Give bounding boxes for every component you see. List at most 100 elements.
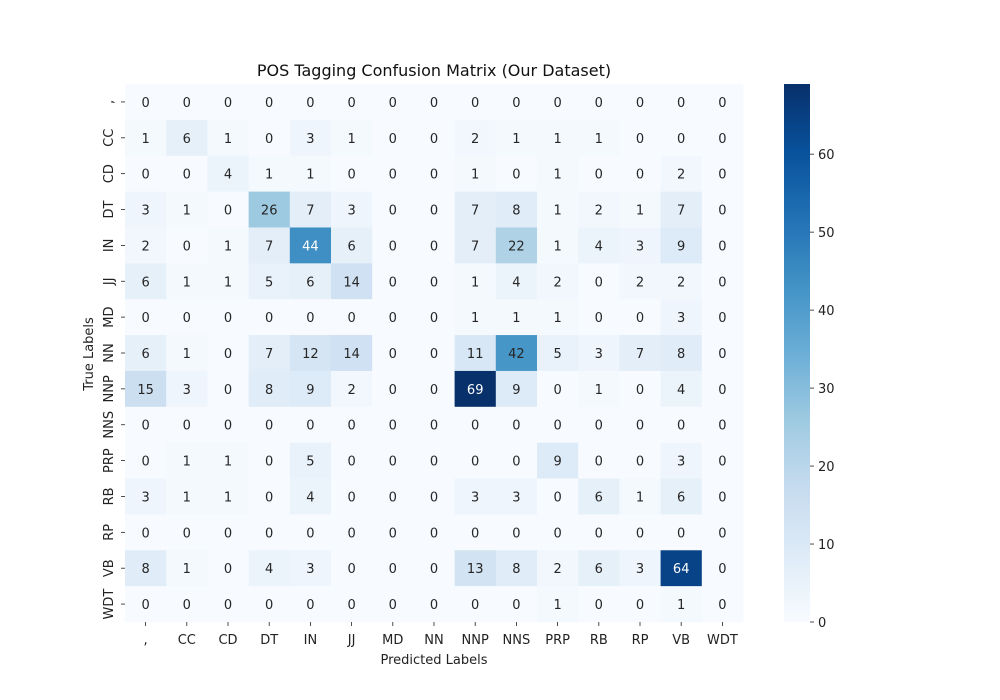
cell-value-label: 0 <box>224 383 232 398</box>
heatmap-cell <box>289 442 332 480</box>
heatmap-cell <box>331 335 373 372</box>
heatmap-cell <box>578 370 620 408</box>
cell-value-label: 0 <box>430 562 438 577</box>
cell-value-label: 2 <box>636 275 644 290</box>
cell-value-label: 0 <box>389 598 397 613</box>
cell-value-label: 0 <box>347 311 355 326</box>
heatmap-cell <box>660 550 703 587</box>
heatmap-cell <box>248 191 291 228</box>
cell-value-label: 0 <box>347 96 355 111</box>
cell-value-label: 0 <box>553 96 561 111</box>
heatmap-cell <box>372 550 414 587</box>
heatmap-cell <box>578 191 620 228</box>
heatmap-cell <box>537 155 579 193</box>
cell-value-label: 0 <box>141 598 149 613</box>
heatmap-cell <box>578 550 620 587</box>
cell-value-label: 1 <box>512 132 520 147</box>
colorbar-tick-label: 60 <box>818 148 835 163</box>
heatmap-cell <box>413 227 456 264</box>
heatmap-cell <box>537 191 579 228</box>
heatmap-cell <box>166 335 208 372</box>
cell-value-label: 8 <box>141 562 149 577</box>
heatmap-cell <box>166 299 208 336</box>
cell-value-label: 0 <box>430 526 438 541</box>
heatmap-cell <box>454 299 497 336</box>
heatmap-cell <box>619 478 662 515</box>
heatmap-cell <box>331 406 373 444</box>
heatmap-cell <box>125 335 167 372</box>
cell-value-label: 0 <box>141 419 149 434</box>
heatmap-cell <box>248 299 291 336</box>
heatmap-cell <box>207 191 250 228</box>
cell-value-label: 6 <box>347 239 355 254</box>
cell-value-label: 1 <box>183 490 191 505</box>
y-tick-label: MD <box>102 307 117 328</box>
heatmap-cell <box>578 335 620 372</box>
cell-value-label: 7 <box>636 347 644 362</box>
cell-value-label: 0 <box>553 419 561 434</box>
heatmap-cell <box>207 442 250 480</box>
cell-value-label: 3 <box>595 347 603 362</box>
cell-value-label: 0 <box>636 168 644 183</box>
cell-value-label: 3 <box>347 204 355 219</box>
heatmap-cell <box>578 586 620 623</box>
heatmap-cell <box>372 299 414 336</box>
cell-value-label: 0 <box>224 311 232 326</box>
cell-value-label: 0 <box>224 562 232 577</box>
heatmap-cell <box>372 370 414 408</box>
heatmap-cell <box>619 370 662 408</box>
heatmap-cell <box>166 263 208 300</box>
cell-value-label: 2 <box>141 239 149 254</box>
heatmap-cell <box>701 299 744 336</box>
cell-value-label: 0 <box>430 204 438 219</box>
heatmap-cell <box>166 370 208 408</box>
heatmap-cell <box>166 406 208 444</box>
heatmap-cell <box>125 370 167 408</box>
cell-value-label: 1 <box>553 311 561 326</box>
heatmap-cell <box>125 406 167 444</box>
cell-value-label: 4 <box>265 562 273 577</box>
cell-value-label: 9 <box>306 383 314 398</box>
cell-value-label: 0 <box>141 455 149 470</box>
heatmap-cell <box>619 335 662 372</box>
heatmap-cell <box>207 406 250 444</box>
cell-value-label: 15 <box>137 383 154 398</box>
cell-value-label: 0 <box>265 455 273 470</box>
heatmap-cell <box>660 442 703 480</box>
cell-value-label: 4 <box>512 275 520 290</box>
heatmap-cell <box>495 550 538 587</box>
cell-value-label: 0 <box>430 132 438 147</box>
heatmap-cell <box>454 84 497 121</box>
cell-value-label: 0 <box>430 598 438 613</box>
heatmap-cell <box>660 227 703 264</box>
cell-value-label: 14 <box>343 347 360 362</box>
cell-value-label: 3 <box>636 239 644 254</box>
y-tick-label: CD <box>102 164 117 183</box>
cell-value-label: 3 <box>677 455 685 470</box>
cell-value-label: 0 <box>389 96 397 111</box>
heatmap-cell <box>495 514 538 551</box>
y-tick-label: CC <box>102 129 117 147</box>
cell-value-label: 0 <box>636 383 644 398</box>
cell-value-label: 1 <box>141 132 149 147</box>
cell-value-label: 0 <box>183 598 191 613</box>
heatmap-cell <box>289 478 332 515</box>
heatmap-cell <box>166 478 208 515</box>
heatmap-cell <box>248 370 291 408</box>
heatmap-cell <box>537 119 579 157</box>
cell-value-label: 0 <box>595 455 603 470</box>
cell-value-label: 1 <box>306 168 314 183</box>
y-tick-label: NNP <box>102 375 117 402</box>
cell-value-label: 0 <box>430 168 438 183</box>
heatmap-cell <box>537 406 579 444</box>
heatmap-cell <box>660 299 703 336</box>
heatmap-cell <box>125 299 167 336</box>
heatmap-cell <box>248 406 291 444</box>
heatmap-cell <box>413 478 456 515</box>
heatmap-cell <box>331 191 373 228</box>
heatmap-cell <box>454 155 497 193</box>
cell-value-label: 2 <box>553 562 561 577</box>
cell-value-label: 7 <box>471 204 479 219</box>
cell-value-label: 0 <box>718 526 726 541</box>
